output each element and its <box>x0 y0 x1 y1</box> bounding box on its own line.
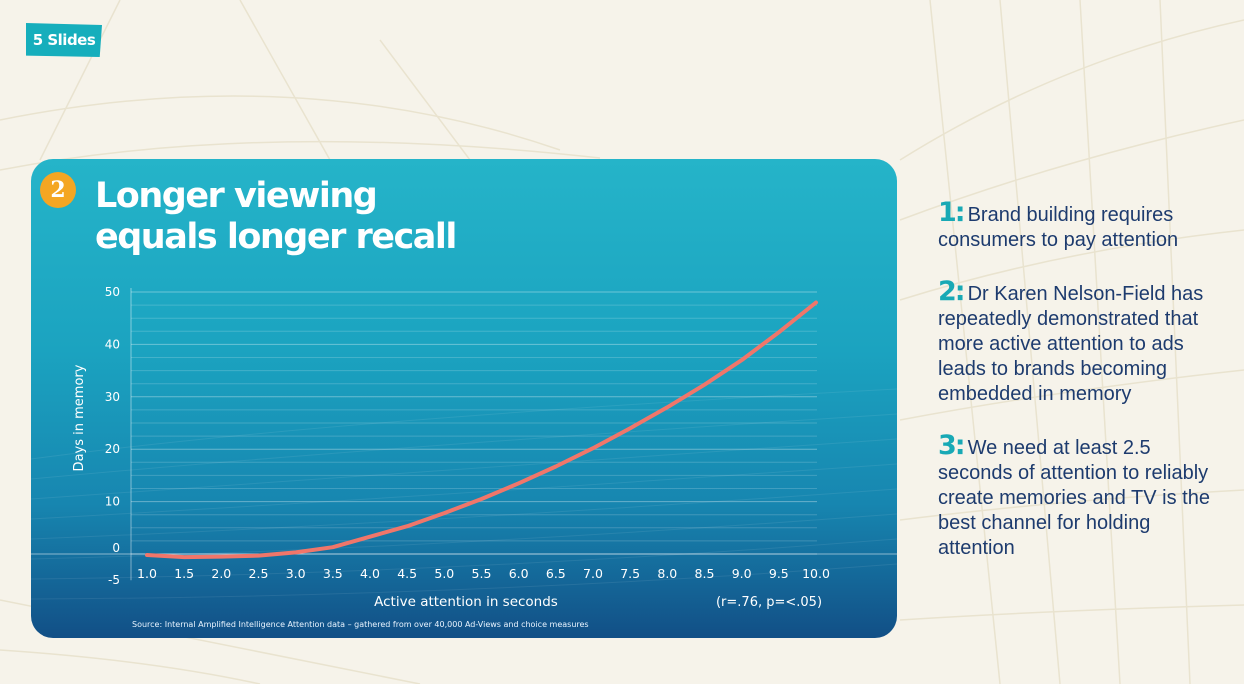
slide-number-badge: 2 <box>40 172 76 208</box>
key-point-text: Brand building requires consumers to pay… <box>938 204 1179 251</box>
line-chart: 50 40 30 20 10 0 -5 1.0 1.5 2.0 2.5 3.0 3.5 4.0 4.5 5.0… <box>31 285 897 610</box>
x-tick-label: 10.0 <box>802 566 830 581</box>
x-axis-title: Active attention in seconds <box>374 594 558 610</box>
title-line-2: equals longer recall <box>95 217 457 257</box>
key-point-text: Dr Karen Nelson-Field has repeatedly dem… <box>938 283 1204 405</box>
key-points-list: 1: Brand building requires consumers to p… <box>938 197 1218 587</box>
decorative-waves <box>31 388 897 600</box>
x-tick-label: 7.0 <box>583 566 603 581</box>
x-tick-label: 2.5 <box>249 566 269 581</box>
key-point-1: 1: Brand building requires consumers to p… <box>938 197 1218 253</box>
y-tick-label: 20 <box>105 442 120 456</box>
x-tick-label: 4.0 <box>360 566 380 581</box>
y-axis-title: Days in memory <box>72 364 87 471</box>
key-point-number: 3: <box>938 430 966 461</box>
y-tick-label: 30 <box>105 390 120 404</box>
y-tick-label: -5 <box>108 573 120 587</box>
title-line-1: Longer viewing <box>95 176 378 216</box>
x-tick-label: 8.5 <box>695 566 715 581</box>
key-point-2: 2: Dr Karen Nelson-Field has repeatedly d… <box>938 276 1218 407</box>
series-line-attention-recall <box>145 300 818 560</box>
x-tick-label: 1.5 <box>174 566 194 581</box>
x-tick-label: 5.5 <box>472 566 492 581</box>
y-tick-label: 40 <box>105 337 120 351</box>
x-tick-label: 6.0 <box>509 566 529 581</box>
key-point-text: We need at least 2.5 seconds of attentio… <box>938 437 1210 559</box>
x-tick-label: 5.0 <box>434 566 454 581</box>
x-tick-label: 1.0 <box>137 566 157 581</box>
key-point-number: 1: <box>938 197 966 228</box>
y-tick-label: 0 <box>112 541 120 555</box>
x-tick-label: 8.0 <box>657 566 677 581</box>
x-tick-label: 4.5 <box>397 566 417 581</box>
chart-title: Longer viewing equals longer recall <box>95 176 515 258</box>
x-tick-label: 3.0 <box>286 566 306 581</box>
y-tick-label: 10 <box>105 495 120 509</box>
key-point-number: 2: <box>938 276 966 307</box>
stats-annotation: (r=.76, p=<.05) <box>716 595 822 610</box>
x-tick-label: 9.5 <box>769 566 789 581</box>
x-tick-label: 6.5 <box>546 566 566 581</box>
x-tick-label: 7.5 <box>620 566 640 581</box>
key-point-3: 3: We need at least 2.5 seconds of attent… <box>938 430 1218 561</box>
x-tick-label: 2.0 <box>211 566 231 581</box>
y-tick-label: 50 <box>105 285 120 299</box>
x-tick-label: 9.0 <box>732 566 752 581</box>
x-tick-label: 3.5 <box>323 566 343 581</box>
slides-count-tag: 5 Slides <box>26 23 102 57</box>
source-note: Source: Internal Amplified Intelligence … <box>132 620 589 629</box>
